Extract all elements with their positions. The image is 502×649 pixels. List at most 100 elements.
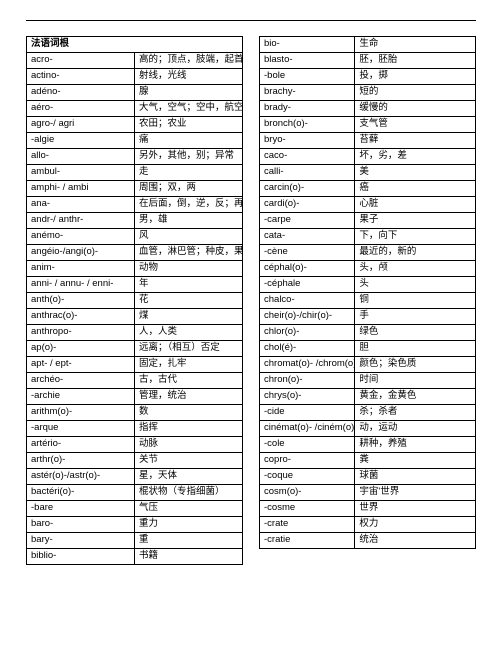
left-table: 法语词根acro-高的；顶点，肢端，起首actino-射线，光线adéno-腺a…: [26, 36, 243, 565]
meaning-cell: 大气，空气；空中，航空: [135, 101, 243, 117]
meaning-cell: 古，古代: [135, 373, 243, 389]
root-cell: -céphale: [260, 277, 355, 293]
meaning-cell: 腺: [135, 85, 243, 101]
root-cell: chron(o)-: [260, 373, 355, 389]
table-row: -bole投，掷: [260, 69, 476, 85]
table-row: calli-美: [260, 165, 476, 181]
meaning-cell: 头，颅: [355, 261, 476, 277]
root-cell: -arque: [27, 421, 135, 437]
root-cell: anthrac(o)-: [27, 309, 135, 325]
table-row: amphi- / ambi周围；双，两: [27, 181, 243, 197]
meaning-cell: 杀；杀者: [355, 405, 476, 421]
table-row: ap(o)-远离；（相互）否定: [27, 341, 243, 357]
table-row: -algie痛: [27, 133, 243, 149]
root-cell: arithm(o)-: [27, 405, 135, 421]
meaning-cell: 痛: [135, 133, 243, 149]
root-cell: ana-: [27, 197, 135, 213]
meaning-cell: 下，向下: [355, 229, 476, 245]
table-row: acro-高的；顶点，肢端，起首: [27, 53, 243, 69]
table-row: -bare气压: [27, 501, 243, 517]
root-cell: chalco-: [260, 293, 355, 309]
meaning-cell: 投，掷: [355, 69, 476, 85]
root-cell: brachy-: [260, 85, 355, 101]
table-row: anni- / annu- / enni-年: [27, 277, 243, 293]
meaning-cell: 心脏: [355, 197, 476, 213]
root-cell: -cole: [260, 437, 355, 453]
root-cell: aéro-: [27, 101, 135, 117]
meaning-cell: 关节: [135, 453, 243, 469]
root-cell: astér(o)-/astr(o)-: [27, 469, 135, 485]
meaning-cell: 管理，统治: [135, 389, 243, 405]
table-row: allo-另外，其他，别；异常: [27, 149, 243, 165]
root-cell: arthr(o)-: [27, 453, 135, 469]
table-row: chromat(o)- /chrom(o)-颜色；染色质: [260, 357, 476, 373]
table-row: cata-下，向下: [260, 229, 476, 245]
meaning-cell: 花: [135, 293, 243, 309]
root-cell: agro-/ agri: [27, 117, 135, 133]
root-cell: bronch(o)-: [260, 117, 355, 133]
table-row: chron(o)-时间: [260, 373, 476, 389]
root-cell: baro-: [27, 517, 135, 533]
table-row: -céphale头: [260, 277, 476, 293]
meaning-cell: 血管，淋巴管；种皮，果皮: [135, 245, 243, 261]
meaning-cell: 射线，光线: [135, 69, 243, 85]
meaning-cell: 头: [355, 277, 476, 293]
table-row: -archie管理，统治: [27, 389, 243, 405]
meaning-cell: 绿色: [355, 325, 476, 341]
table-row: anthropo-人，人类: [27, 325, 243, 341]
table-row: brachy-短的: [260, 85, 476, 101]
meaning-cell: 缓慢的: [355, 101, 476, 117]
meaning-cell: 走: [135, 165, 243, 181]
table-row: caco-坏，劣，差: [260, 149, 476, 165]
table-row: brady-缓慢的: [260, 101, 476, 117]
meaning-cell: 球菌: [355, 469, 476, 485]
meaning-cell: 风: [135, 229, 243, 245]
table-row: adéno-腺: [27, 85, 243, 101]
content-columns: 法语词根acro-高的；顶点，肢端，起首actino-射线，光线adéno-腺a…: [26, 36, 476, 565]
table-row: baro-重力: [27, 517, 243, 533]
table-row: -cratie统治: [260, 533, 476, 549]
root-cell: -cratie: [260, 533, 355, 549]
meaning-cell: 指挥: [135, 421, 243, 437]
root-cell: cata-: [260, 229, 355, 245]
meaning-cell: 动物: [135, 261, 243, 277]
root-cell: archéo-: [27, 373, 135, 389]
root-cell: copro-: [260, 453, 355, 469]
meaning-cell: 远离；（相互）否定: [135, 341, 243, 357]
meaning-cell: 另外，其他，别；异常: [135, 149, 243, 165]
root-cell: biblio-: [27, 549, 135, 565]
root-cell: bio-: [260, 37, 355, 53]
meaning-cell: 煤: [135, 309, 243, 325]
root-cell: bactéri(o)-: [27, 485, 135, 501]
meaning-cell: 重: [135, 533, 243, 549]
meaning-cell: 年: [135, 277, 243, 293]
meaning-cell: 重力: [135, 517, 243, 533]
table-row: chlor(o)-绿色: [260, 325, 476, 341]
table-row: apt- / ept-固定，扎牢: [27, 357, 243, 373]
meaning-cell: 星，天体: [135, 469, 243, 485]
meaning-cell: 美: [355, 165, 476, 181]
root-cell: -carpe: [260, 213, 355, 229]
root-cell: artério-: [27, 437, 135, 453]
table-row: -cole耕种，养殖: [260, 437, 476, 453]
root-cell: caco-: [260, 149, 355, 165]
meaning-cell: 时间: [355, 373, 476, 389]
meaning-cell: 数: [135, 405, 243, 421]
table-row: bactéri(o)-棍状物（专指细菌）: [27, 485, 243, 501]
table-header: 法语词根: [27, 37, 243, 53]
root-cell: chromat(o)- /chrom(o)-: [260, 357, 355, 373]
table-row: -carpe果子: [260, 213, 476, 229]
table-row: chrys(o)-黄金，金黄色: [260, 389, 476, 405]
table-row: bryo-苔藓: [260, 133, 476, 149]
root-cell: bryo-: [260, 133, 355, 149]
root-cell: amphi- / ambi: [27, 181, 135, 197]
root-cell: chrys(o)-: [260, 389, 355, 405]
right-table: bio-生命blasto-胚，胚胎-bole投，掷brachy-短的brady-…: [259, 36, 476, 549]
meaning-cell: 宇宙'世界: [355, 485, 476, 501]
meaning-cell: 最近的，新的: [355, 245, 476, 261]
table-row: archéo-古，古代: [27, 373, 243, 389]
root-cell: -cosme: [260, 501, 355, 517]
table-row: ambul-走: [27, 165, 243, 181]
table-row: anim-动物: [27, 261, 243, 277]
table-row: -arque指挥: [27, 421, 243, 437]
